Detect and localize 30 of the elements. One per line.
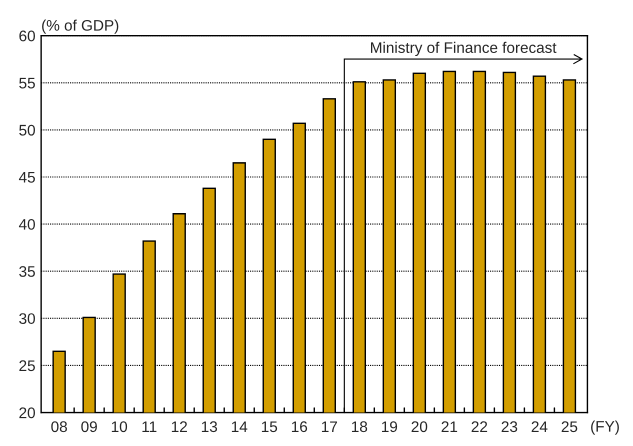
- x-tick-label: 11: [142, 421, 156, 432]
- y-tick-label: 40: [18, 218, 35, 230]
- x-tick-label: 08: [51, 421, 67, 432]
- x-tick-label: 09: [81, 421, 97, 432]
- x-tick-label: 17: [322, 421, 338, 432]
- y-axis-title: (% of GDP): [42, 20, 118, 34]
- x-axis-title: (FY): [591, 420, 619, 435]
- y-tick-label: 20: [19, 407, 35, 418]
- x-tick-label: 13: [202, 421, 218, 432]
- y-tick-label: 50: [19, 124, 35, 136]
- x-tick-label: 20: [412, 421, 428, 432]
- y-tick-label: 35: [19, 266, 35, 277]
- y-tick-label: 55: [19, 78, 35, 88]
- x-tick-label: 25: [562, 421, 578, 432]
- x-tick-label: 16: [292, 421, 308, 432]
- y-tick-label: 30: [19, 313, 35, 324]
- x-tick-label: 22: [472, 421, 488, 432]
- x-tick-label: 19: [382, 421, 398, 432]
- annotation: Ministry of Finance forecast: [371, 42, 556, 56]
- x-tick-label: 12: [172, 421, 187, 432]
- x-tick-label: 23: [502, 421, 518, 432]
- x-tick-label: 14: [232, 421, 248, 432]
- x-tick-label: 18: [352, 421, 368, 432]
- y-tick-label: 60: [19, 30, 35, 42]
- y-tick-label: 45: [18, 172, 35, 183]
- x-tick-label: 24: [532, 421, 548, 432]
- x-tick-label: 21: [442, 421, 458, 432]
- x-tick-label: 10: [112, 421, 128, 432]
- x-tick-label: 15: [262, 421, 278, 432]
- y-tick-label: 25: [19, 360, 35, 372]
